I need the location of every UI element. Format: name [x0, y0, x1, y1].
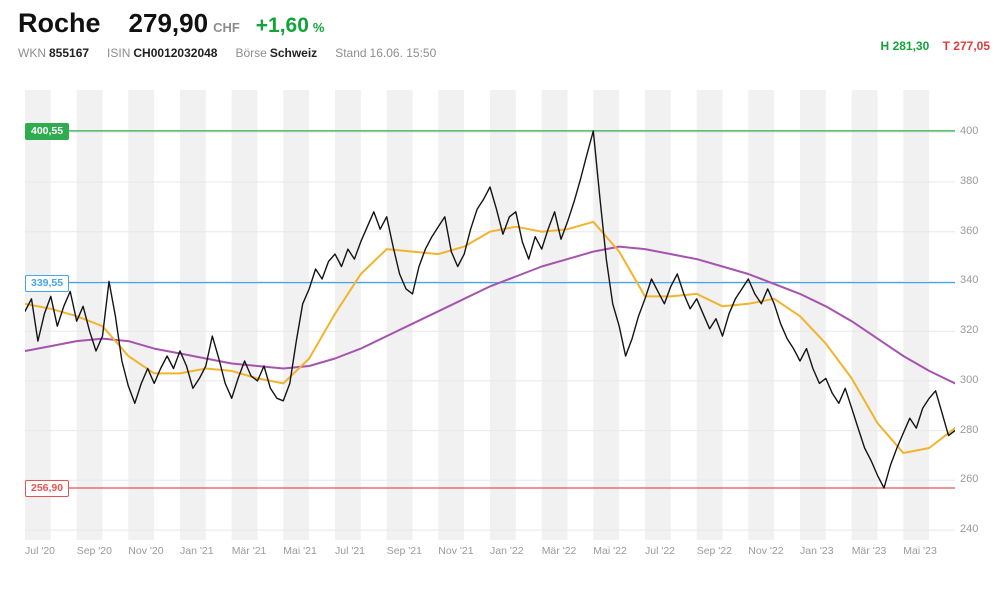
month-stripe — [283, 90, 310, 540]
change-percent: +1,60 — [255, 14, 309, 37]
x-axis-label: Sep '21 — [386, 545, 422, 557]
month-stripe — [438, 90, 465, 540]
x-axis-label: Jan '21 — [180, 545, 214, 557]
period-high-line-badge: 400,55 — [25, 122, 70, 140]
wkn-item: WKN 855167 — [18, 46, 89, 60]
day-high: H 281,30 — [881, 39, 930, 53]
month-stripe — [800, 90, 826, 540]
y-axis-label: 280 — [960, 423, 979, 436]
x-axis-label: Sep '20 — [76, 545, 112, 557]
x-axis-label: Jan '23 — [800, 545, 834, 557]
x-axis-label: Nov '21 — [438, 545, 474, 557]
month-stripe — [748, 90, 775, 540]
y-axis-label: 320 — [960, 324, 979, 337]
y-axis-label: 300 — [960, 373, 979, 386]
mid-reference-line-badge: 339,55 — [25, 274, 70, 292]
x-axis-label: Jul '21 — [335, 545, 366, 557]
exchange-label: Börse — [235, 46, 267, 60]
y-axis-label: 340 — [960, 274, 979, 287]
timestamp-label: Stand — [335, 46, 367, 60]
x-axis-label: Mär '23 — [851, 545, 887, 557]
month-stripe — [231, 90, 258, 540]
y-axis-label: 380 — [960, 174, 979, 187]
month-stripe — [76, 90, 103, 540]
y-axis: 240 260 280 300 320 340 360 380 400 — [960, 90, 998, 540]
month-stripe — [903, 90, 930, 540]
period-low-line-badge: 256,90 — [25, 480, 70, 498]
title-row: Roche 279,90 CHF +1,60 % — [0, 0, 1000, 39]
month-stripe — [25, 90, 51, 540]
day-low-value: 277,05 — [953, 39, 990, 53]
quote-page: Roche 279,90 CHF +1,60 % WKN 855167 ISIN C… — [0, 0, 1000, 557]
chart-canvas[interactable] — [25, 90, 955, 540]
change-unit: % — [312, 20, 325, 35]
isin-label: ISIN — [107, 46, 131, 60]
month-stripe — [645, 90, 671, 540]
month-stripe — [335, 90, 361, 540]
y-axis-label: 260 — [960, 473, 979, 486]
day-low-label: T — [942, 39, 950, 53]
x-axis: Jul '20 Sep '20 Nov '20 Jan '21 Mär '21 Mai '… — [25, 545, 985, 561]
x-axis-label: Mär '22 — [541, 545, 577, 557]
chart-area[interactable]: 400,55 339,55 256,90 — [25, 90, 955, 540]
wkn-label: WKN — [18, 46, 46, 60]
x-axis-label: Nov '20 — [128, 545, 164, 557]
x-axis-label: Mai '22 — [593, 545, 627, 557]
x-axis-label: Mai '21 — [283, 545, 317, 557]
x-axis-label: Jul '22 — [645, 545, 676, 557]
series-ma-slow — [25, 245, 955, 385]
wkn-value: 855167 — [49, 46, 90, 60]
month-stripe — [490, 90, 516, 540]
x-axis-label: Mär '21 — [231, 545, 267, 557]
series-price — [25, 130, 955, 489]
exchange-value: Schweiz — [269, 46, 318, 60]
timestamp-value: 16.06. 15:50 — [369, 46, 437, 60]
x-axis-label: Sep '22 — [696, 545, 732, 557]
instrument-name: Roche — [18, 8, 101, 38]
isin-value: CH0012032048 — [133, 46, 218, 60]
month-stripe — [696, 90, 723, 540]
month-stripe — [180, 90, 206, 540]
y-axis-label: 400 — [960, 125, 979, 138]
series-ma-fast — [25, 220, 955, 454]
currency-label: CHF — [213, 20, 240, 35]
y-axis-label: 240 — [960, 523, 979, 536]
exchange-item: Börse Schweiz — [235, 46, 317, 60]
x-axis-label: Jan '22 — [490, 545, 524, 557]
month-stripe — [128, 90, 155, 540]
day-range: H 281,30 T 277,05 — [881, 39, 990, 53]
isin-item: ISIN CH0012032048 — [107, 46, 217, 60]
day-high-label: H — [880, 39, 890, 53]
month-stripe — [593, 90, 620, 540]
y-axis-label: 360 — [960, 224, 979, 237]
last-price: 279,90 — [128, 8, 209, 38]
month-stripe — [541, 90, 568, 540]
x-axis-label: Jul '20 — [25, 545, 56, 557]
meta-row: WKN 855167 ISIN CH0012032048 Börse Schweiz … — [0, 39, 1000, 60]
month-stripe — [386, 90, 413, 540]
quote-header: Roche 279,90 CHF +1,60 % WKN 855167 ISIN C… — [0, 0, 1000, 60]
month-stripe — [851, 90, 878, 540]
day-low: T 277,05 — [943, 39, 990, 53]
day-high-value: 281,30 — [892, 39, 930, 53]
x-axis-label: Mai '23 — [903, 545, 937, 557]
x-axis-label: Nov '22 — [748, 545, 784, 557]
timestamp-item: Stand 16.06. 15:50 — [335, 46, 436, 60]
